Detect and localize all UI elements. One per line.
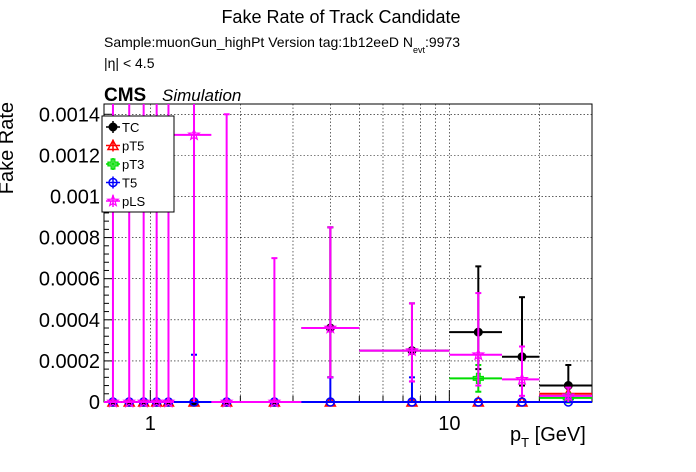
x-tick-label: 10 xyxy=(438,413,460,435)
data-marker xyxy=(407,397,417,407)
data-marker xyxy=(161,394,176,408)
y-tick-label: 0.0006 xyxy=(39,269,100,291)
y-tick-label: 0.0014 xyxy=(39,104,100,126)
axes: 0 0.0002 0.0004 0.0006 0.0008 0.001 0.0012 0.00… xyxy=(39,103,593,435)
y-tick-label: 0.0002 xyxy=(39,351,100,373)
data-marker xyxy=(106,394,120,408)
subtitle-nevt-value: :9973 xyxy=(425,34,460,50)
grid-lines xyxy=(104,104,592,402)
data-marker xyxy=(471,347,486,361)
legend-item-pls: pLS xyxy=(106,193,145,209)
marker-shape xyxy=(473,397,484,407)
legend-label: T5 xyxy=(122,176,137,191)
cms-label: CMS xyxy=(104,85,146,106)
data-marker xyxy=(405,343,419,357)
chart-subtitle-eta: |η| < 4.5 xyxy=(104,55,155,71)
data-marker xyxy=(515,372,529,386)
data-marker xyxy=(149,394,164,408)
x-axis-title-unit: [GeV] xyxy=(529,424,586,446)
marker-shape xyxy=(149,394,164,408)
marker-shape xyxy=(219,394,234,408)
marker-shape xyxy=(107,158,119,170)
marker-shape xyxy=(187,127,201,141)
x-axis-title-main: p xyxy=(510,424,521,446)
data-marker xyxy=(267,394,282,408)
legend: TC pT5 pT3 T5 pLS xyxy=(101,115,175,213)
data-point xyxy=(539,386,592,402)
data-series xyxy=(104,104,592,408)
marker-shape xyxy=(407,397,417,407)
x-axis-title-subscript: T xyxy=(521,435,529,450)
marker-shape xyxy=(405,343,419,357)
data-marker xyxy=(472,372,484,385)
data-point xyxy=(449,397,502,407)
data-point xyxy=(501,345,540,397)
chart-title: Fake Rate of Track Candidate xyxy=(221,7,460,27)
data-point xyxy=(240,257,302,408)
data-marker xyxy=(517,397,527,407)
y-axis-title: Fake Rate xyxy=(0,102,18,194)
data-marker xyxy=(323,320,338,334)
marker-shape xyxy=(561,388,576,402)
data-marker xyxy=(219,394,234,408)
legend-item-t5: T5 xyxy=(106,176,137,191)
marker-shape xyxy=(471,347,486,361)
data-point xyxy=(501,397,540,407)
data-point xyxy=(301,226,360,379)
legend-label: pLS xyxy=(122,194,145,209)
marker-shape xyxy=(517,397,527,407)
y-tick-label: 0 xyxy=(89,392,100,414)
marker-shape xyxy=(106,138,120,151)
marker-shape xyxy=(161,394,176,408)
legend-marker xyxy=(108,122,118,132)
legend-label: TC xyxy=(122,120,139,135)
legend-marker xyxy=(108,177,118,188)
y-tick-label: 0.0004 xyxy=(39,310,100,332)
data-marker xyxy=(187,127,201,141)
legend-item-tc: TC xyxy=(106,120,139,135)
y-tick-label: 0.0008 xyxy=(39,228,100,250)
data-marker xyxy=(136,394,151,408)
data-point xyxy=(211,113,241,408)
data-point xyxy=(359,302,450,383)
marker-shape xyxy=(106,394,120,408)
data-marker xyxy=(561,388,576,402)
legend-marker xyxy=(107,158,119,170)
data-marker xyxy=(325,397,336,407)
y-tick-label: 0.0012 xyxy=(39,145,100,167)
marker-shape xyxy=(323,320,338,334)
legend-items: TC pT5 pT3 T5 pLS xyxy=(106,120,145,209)
data-point xyxy=(173,104,212,402)
legend-item-pt3: pT3 xyxy=(106,157,144,172)
data-point xyxy=(449,292,502,387)
marker-shape xyxy=(122,394,137,408)
marker-shape xyxy=(472,372,484,385)
marker-shape xyxy=(515,372,529,386)
marker-shape xyxy=(108,122,118,132)
marker-shape xyxy=(108,177,118,188)
y-tick-label: 0.001 xyxy=(50,186,100,208)
subtitle-sample-text: Sample:muonGun_highPt Version tag:1b12ee… xyxy=(104,34,413,50)
legend-label: pT3 xyxy=(122,157,144,172)
marker-shape xyxy=(325,397,336,407)
data-marker xyxy=(122,394,137,408)
marker-shape xyxy=(106,193,120,207)
x-axis-title: pT [GeV] xyxy=(510,424,586,450)
marker-shape xyxy=(136,394,151,408)
simulation-label: Simulation xyxy=(162,86,241,105)
legend-label: pT5 xyxy=(122,139,144,154)
legend-marker xyxy=(106,193,120,207)
chart-subtitle-sample: Sample:muonGun_highPt Version tag:1b12ee… xyxy=(104,34,460,55)
marker-shape xyxy=(267,394,282,408)
x-tick-label: 1 xyxy=(145,413,156,435)
legend-item-pt5: pT5 xyxy=(106,139,144,154)
legend-marker xyxy=(106,138,120,151)
subtitle-nevt-subscript: evt xyxy=(413,45,426,55)
data-marker xyxy=(473,397,484,407)
